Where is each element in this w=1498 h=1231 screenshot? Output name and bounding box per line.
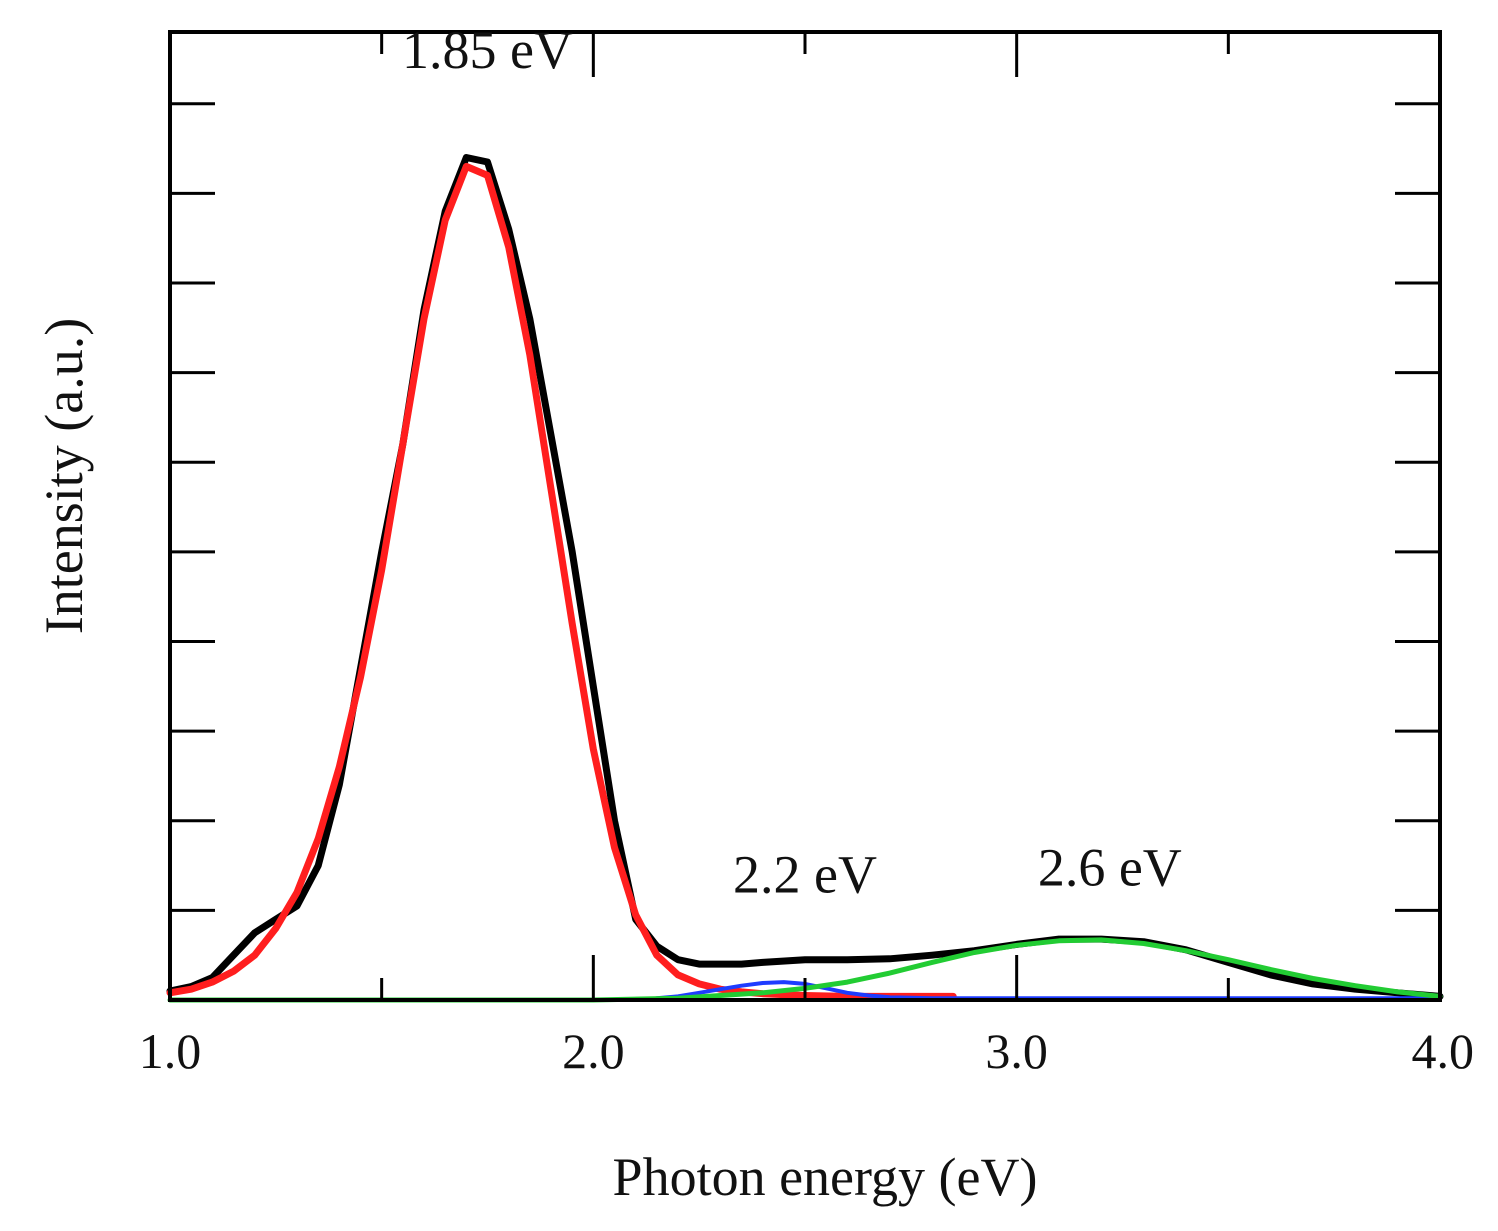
series-layer (166, 154, 1444, 1003)
peak-annotation-3: 2.6 eV (1038, 837, 1182, 897)
ticks-layer (168, 32, 1442, 1000)
labels-layer: 1.0 2.0 3.0 4.0 (139, 1023, 1474, 1079)
x-tick-label-1: 1.0 (139, 1023, 202, 1079)
x-axis-title: Photon energy (eV) (613, 1147, 1038, 1207)
x-tick-label-2: 2.0 (562, 1023, 625, 1079)
x-tick-label-3: 3.0 (985, 1023, 1048, 1079)
x-tick-label-4: 4.0 (1412, 1023, 1475, 1079)
series-line-4 (167, 937, 1443, 1003)
annotation-layer: 1.85 eV 2.2 eV 2.6 eV (402, 20, 1182, 905)
y-axis-title: Intensity (a.u.) (34, 318, 94, 634)
peak-annotation-2: 2.2 eV (733, 844, 877, 904)
peak-annotation-1: 1.85 eV (402, 20, 573, 80)
